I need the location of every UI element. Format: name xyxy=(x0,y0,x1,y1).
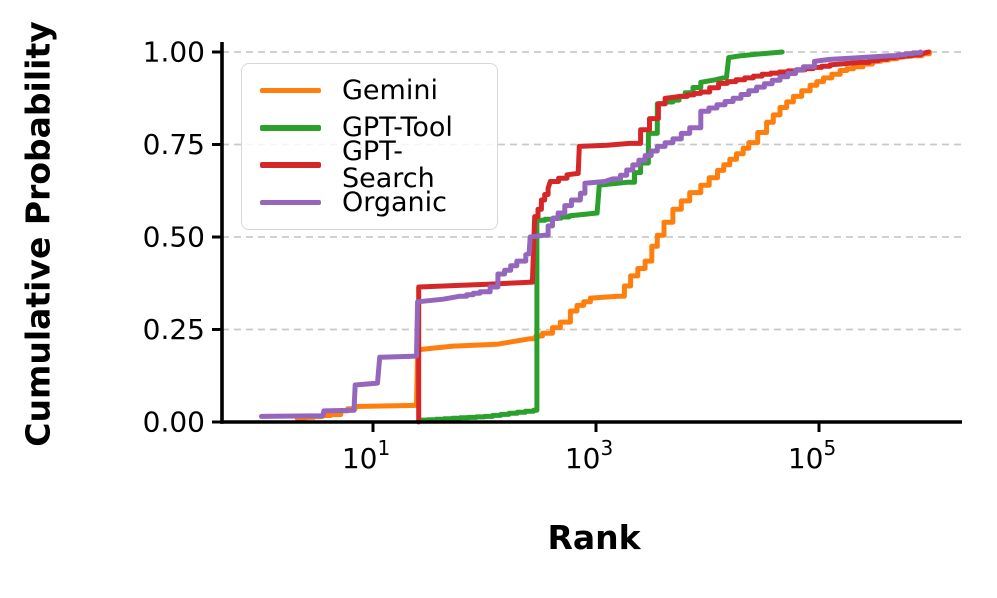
legend-label-gpt-search: GPT-Search xyxy=(342,136,435,195)
legend-box: Gemini GPT-Tool GPT-Search Organic xyxy=(241,63,498,230)
x-tick-label-10e5: 105 xyxy=(788,436,836,475)
curve-organic xyxy=(259,49,923,419)
curve-gpt-search xyxy=(416,49,931,425)
legend-swatch-gemini xyxy=(260,87,321,94)
y-tick-label-0.00: 0.00 xyxy=(143,406,205,439)
legend-item-gemini: Gemini xyxy=(252,73,487,109)
x-tick-label-10e3: 103 xyxy=(565,436,613,475)
legend-label-organic: Organic xyxy=(342,186,448,218)
y-axis-label: Cumulative Probability xyxy=(18,21,58,447)
y-tick-label-0.25: 0.25 xyxy=(143,313,205,346)
legend-swatch-gpt-tool xyxy=(260,125,321,131)
y-tick-label-0.50: 0.50 xyxy=(143,221,205,254)
legend-item-gpt-search: GPT-Search xyxy=(252,138,487,192)
legend-swatch-organic xyxy=(260,199,321,206)
legend-label-gpt-tool: GPT-Tool xyxy=(342,112,453,144)
x-tick-label-10e1: 101 xyxy=(342,436,390,475)
y-tick-label-1.00: 1.00 xyxy=(143,36,205,69)
legend-item-organic: Organic xyxy=(252,184,487,220)
y-tick-label-0.75: 0.75 xyxy=(143,128,205,161)
legend-item-gpt-tool: GPT-Tool xyxy=(252,110,487,146)
curve-gemini xyxy=(294,49,932,421)
x-axis-label: Rank xyxy=(547,518,641,557)
legend-label-gemini: Gemini xyxy=(342,75,438,107)
legend-swatch-gpt-search xyxy=(260,162,321,168)
